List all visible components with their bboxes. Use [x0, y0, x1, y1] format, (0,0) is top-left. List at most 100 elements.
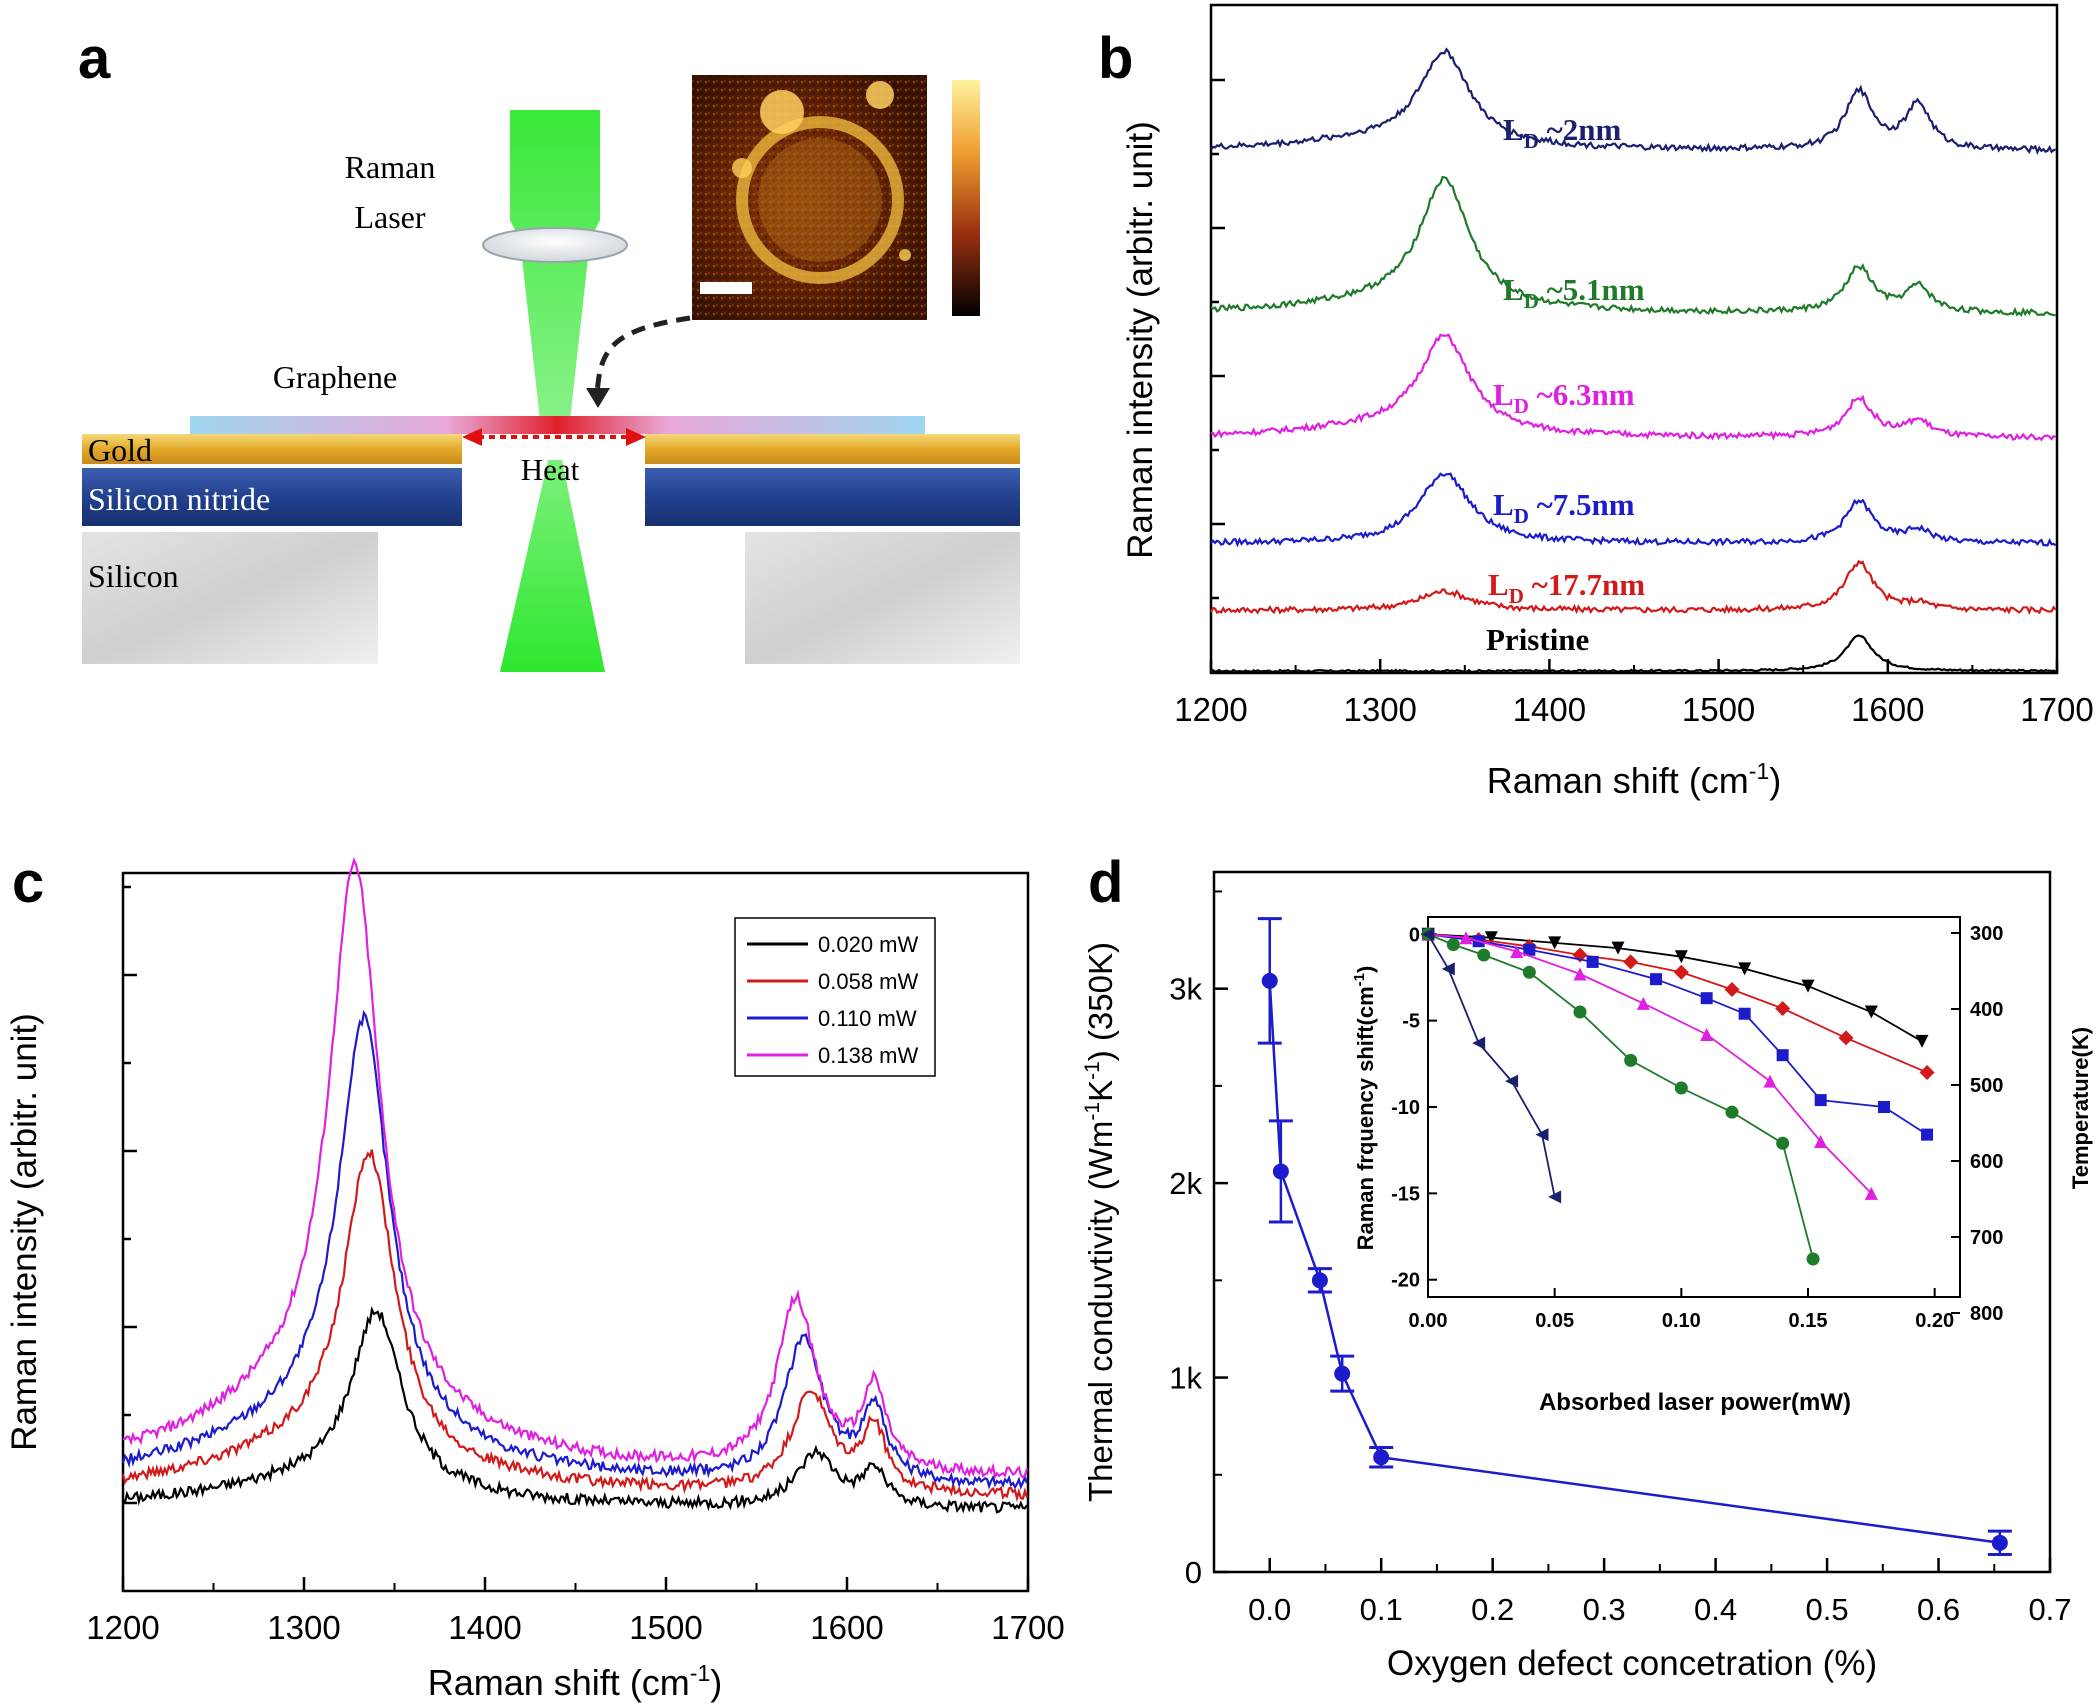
label-ld-6-3nm: LD ~6.3nm — [1493, 377, 1635, 418]
legend-label-1: 0.058 mW — [818, 969, 918, 994]
x-tick-label: 0.15 — [1789, 1310, 1828, 1332]
inset-background — [1400, 902, 1952, 1347]
marker-diamond — [1919, 1064, 1935, 1080]
marker-diamond — [1775, 1001, 1791, 1017]
silicon-block-left — [82, 532, 378, 664]
marker-circle — [1725, 1105, 1739, 1119]
label-ld-7-5nm: LD ~7.5nm — [1493, 487, 1635, 528]
x-tick-label: 0.6 — [1917, 1592, 1960, 1627]
chart-c-legend: 0.020 mW 0.058 mW 0.110 mW 0.138 mW — [734, 917, 936, 1077]
marker-triangle — [1636, 996, 1650, 1010]
chart-d-ylabel: Thermal conduvtivity (Wm-1K-1) (350K) — [1081, 942, 1119, 1502]
scale-bar — [700, 282, 752, 294]
marker-triangle — [1763, 1074, 1777, 1088]
nitride-layer-left — [82, 468, 462, 526]
gold-label: Gold — [88, 432, 152, 468]
gold-layer-right — [645, 434, 1020, 464]
heat-arrow-right-icon — [626, 428, 646, 446]
x-tick-label: 1500 — [1682, 691, 1755, 728]
chart-b-labels: LD ~2nm LD ~5.1nm LD ~6.3nm LD ~7.5nm LD… — [1486, 112, 1645, 657]
marker-square — [1700, 992, 1713, 1005]
chart-c-ticks: 1200 1300 1400 1500 1600 1700 — [86, 885, 1065, 1646]
graphene-sheet — [190, 416, 925, 434]
chart-d-ticks: 0.0 0.1 0.2 0.3 0.4 0.5 0.6 0.7 0 1k 2k 3k — [1169, 890, 2072, 1627]
x-tick-label: 0.0 — [1248, 1592, 1291, 1627]
y-tick-label: 0 — [1409, 924, 1420, 946]
spectrum-line-1 — [121, 1149, 1028, 1503]
inset-line-navy — [1427, 933, 1556, 1197]
marker-circle — [1674, 1081, 1688, 1095]
spectrum-line-4 — [1210, 176, 2056, 317]
chart-b-xlabel: Raman shift (cm-1) — [1487, 758, 1782, 801]
marker-triangle — [1510, 945, 1524, 959]
x-tick-label: 0.3 — [1583, 1592, 1626, 1627]
x-tick-label: 0.2 — [1471, 1592, 1514, 1627]
chart-b-series — [1210, 47, 2057, 674]
panel-letter-d: d — [1088, 850, 1123, 915]
x-tick-label: 0.5 — [1806, 1592, 1849, 1627]
data-point — [1261, 972, 1278, 989]
spectrum-line-5 — [1210, 47, 2057, 155]
marker-triangle — [1864, 1186, 1878, 1200]
marker-circle — [1446, 938, 1460, 952]
spectrum-line-2 — [1210, 472, 2057, 548]
inset-line-red — [1427, 933, 1928, 1074]
spectrum-line-3 — [1210, 333, 2057, 442]
y-tick-label: 3k — [1169, 972, 1202, 1007]
chart-b-ticks: 1200 1300 1400 1500 1600 1700 — [1174, 78, 2094, 728]
marker-square — [1921, 1128, 1934, 1141]
marker-circle — [1806, 1252, 1820, 1266]
label-ld-17-7nm: LD ~17.7nm — [1488, 567, 1645, 608]
x-tick-label: 1300 — [1343, 691, 1416, 728]
label-ld-5-1nm: LD ~5.1nm — [1503, 272, 1645, 313]
marker-tri-down — [1548, 936, 1562, 950]
arrow-head-icon — [586, 388, 610, 408]
panel-c: c 1200 1300 1400 1500 1600 1700 0.020 mW 0.058… — [5, 850, 1065, 1703]
x-tick-label: 0.20 — [1915, 1310, 1954, 1332]
marker-square — [1878, 1101, 1890, 1113]
afm-image — [692, 75, 927, 320]
marker-square — [1650, 973, 1662, 986]
marker-diamond — [1838, 1030, 1854, 1046]
legend-label-2: 0.110 mW — [818, 1006, 917, 1031]
x-tick-label: 1700 — [2020, 691, 2093, 728]
marker-circle — [1624, 1053, 1638, 1067]
chart-c-ylabel: Raman intensity (arbitr. unit) — [5, 1013, 44, 1451]
marker-square — [1814, 1094, 1827, 1107]
dashed-arrow — [594, 315, 691, 396]
y2-tick-label: 800 — [1970, 1303, 2003, 1325]
thermal-line — [1268, 980, 2000, 1545]
panel-a: a Raman Laser Graphene G — [78, 26, 1020, 672]
y2-tick-label: 700 — [1970, 1227, 2003, 1249]
marker-diamond — [1724, 982, 1740, 998]
y2-tick-label: 600 — [1970, 1151, 2003, 1173]
panel-letter-a: a — [78, 26, 111, 91]
y2-tick-label: 400 — [1970, 999, 2003, 1021]
x-tick-label: 0.4 — [1694, 1592, 1737, 1627]
x-tick-label: 1400 — [1513, 691, 1586, 728]
marker-tri-left — [1548, 1190, 1562, 1204]
marker-tri-down — [1915, 1034, 1929, 1048]
marker-tri-left — [1535, 1128, 1549, 1142]
chart-c-xlabel: Raman shift (cm-1) — [428, 1660, 723, 1703]
x-tick-label: 0.10 — [1662, 1310, 1701, 1332]
x-tick-label: 0.00 — [1409, 1310, 1448, 1332]
y-tick-label: -20 — [1391, 1270, 1420, 1292]
x-tick-label: 1500 — [629, 1609, 702, 1646]
x-tick-label: 0.7 — [2028, 1592, 2071, 1627]
marker-circle — [1573, 1005, 1587, 1019]
x-tick-label: 1200 — [86, 1609, 159, 1646]
marker-triangle — [1814, 1135, 1828, 1149]
x-tick-label: 1700 — [991, 1609, 1064, 1646]
graphene-label: Graphene — [273, 359, 397, 395]
silicon-block-right — [745, 532, 1020, 664]
nitride-layer-right — [645, 468, 1020, 526]
inset-ylabel: Raman frquency shift(cm-1) — [1351, 966, 1378, 1251]
y2-tick-label: 300 — [1970, 923, 2003, 945]
y-tick-label: -15 — [1391, 1183, 1420, 1205]
spectrum-line-3 — [122, 857, 1028, 1480]
marker-tri-down — [1611, 941, 1625, 955]
label-ld-2nm: LD ~2nm — [1503, 112, 1621, 153]
spectrum-line-0 — [122, 1306, 1028, 1514]
